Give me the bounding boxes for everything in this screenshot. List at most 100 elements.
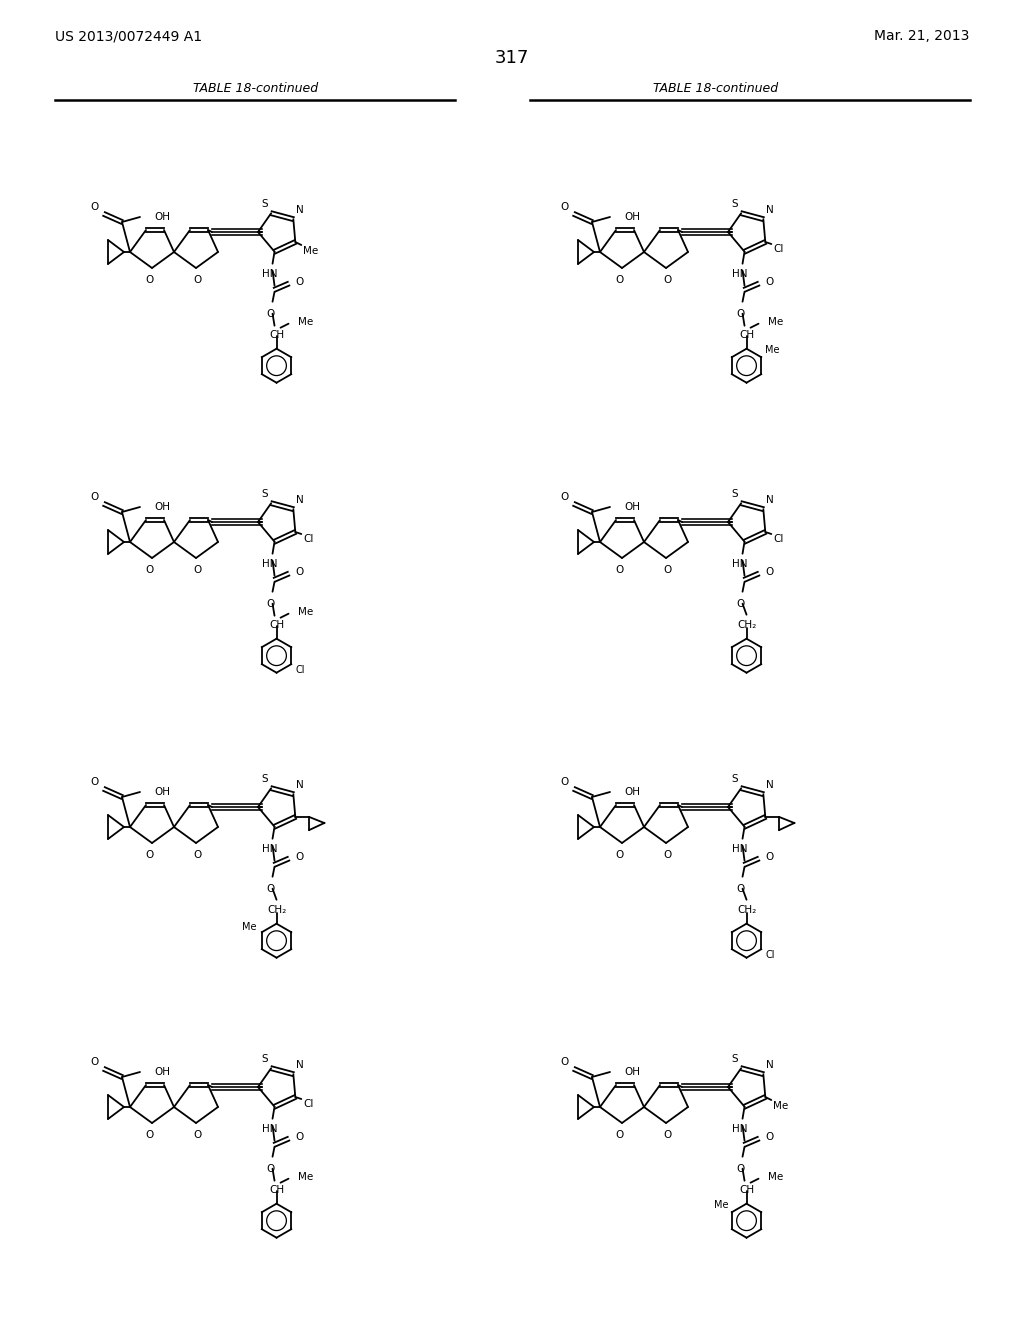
Text: Cl: Cl — [296, 665, 305, 675]
Text: TABLE 18-continued: TABLE 18-continued — [194, 82, 318, 95]
Text: O: O — [296, 851, 304, 862]
Text: O: O — [615, 1130, 624, 1140]
Text: O: O — [615, 275, 624, 285]
Text: O: O — [736, 599, 744, 609]
Text: Me: Me — [242, 921, 257, 932]
Text: Me: Me — [768, 1172, 782, 1181]
Text: OH: OH — [154, 787, 170, 797]
Text: O: O — [91, 492, 99, 502]
Text: O: O — [664, 275, 672, 285]
Text: O: O — [145, 850, 155, 861]
Text: O: O — [561, 1057, 569, 1067]
Text: US 2013/0072449 A1: US 2013/0072449 A1 — [55, 29, 202, 44]
Text: 317: 317 — [495, 49, 529, 67]
Text: O: O — [766, 566, 774, 577]
Text: O: O — [266, 309, 274, 318]
Text: O: O — [561, 777, 569, 787]
Text: OH: OH — [154, 502, 170, 512]
Text: S: S — [731, 199, 738, 209]
Text: O: O — [91, 1057, 99, 1067]
Text: Cl: Cl — [303, 1100, 313, 1109]
Text: O: O — [615, 850, 624, 861]
Text: Cl: Cl — [773, 535, 783, 544]
Text: O: O — [194, 565, 202, 576]
Text: Me: Me — [768, 317, 782, 326]
Text: CH₂: CH₂ — [267, 904, 286, 915]
Text: S: S — [261, 199, 268, 209]
Text: CH: CH — [739, 330, 754, 339]
Text: OH: OH — [624, 213, 640, 222]
Text: Cl: Cl — [773, 244, 783, 253]
Text: O: O — [266, 599, 274, 609]
Text: N: N — [296, 495, 304, 506]
Text: OH: OH — [154, 213, 170, 222]
Text: O: O — [561, 492, 569, 502]
Text: O: O — [91, 777, 99, 787]
Text: Me: Me — [298, 607, 312, 616]
Text: N: N — [766, 205, 774, 215]
Text: CH: CH — [269, 330, 284, 339]
Text: O: O — [296, 1131, 304, 1142]
Text: O: O — [91, 202, 99, 213]
Text: N: N — [766, 780, 774, 791]
Text: N: N — [766, 1060, 774, 1071]
Text: Cl: Cl — [766, 949, 775, 960]
Text: N: N — [296, 1060, 304, 1071]
Text: S: S — [731, 1055, 738, 1064]
Text: CH: CH — [269, 619, 284, 630]
Text: O: O — [194, 275, 202, 285]
Text: HN: HN — [262, 558, 278, 569]
Text: Me: Me — [298, 317, 312, 326]
Text: O: O — [145, 275, 155, 285]
Text: O: O — [266, 883, 274, 894]
Text: OH: OH — [624, 1067, 640, 1077]
Text: HN: HN — [732, 843, 748, 854]
Text: Cl: Cl — [303, 535, 313, 544]
Text: Me: Me — [714, 1200, 728, 1209]
Text: Me: Me — [765, 345, 779, 355]
Text: Mar. 21, 2013: Mar. 21, 2013 — [873, 29, 969, 44]
Text: OH: OH — [624, 502, 640, 512]
Text: CH₂: CH₂ — [737, 619, 756, 630]
Text: HN: HN — [732, 269, 748, 279]
Text: O: O — [194, 850, 202, 861]
Text: O: O — [145, 565, 155, 576]
Text: HN: HN — [732, 558, 748, 569]
Text: O: O — [736, 1164, 744, 1173]
Text: O: O — [194, 1130, 202, 1140]
Text: HN: HN — [262, 843, 278, 854]
Text: TABLE 18-continued: TABLE 18-continued — [653, 82, 778, 95]
Text: O: O — [145, 1130, 155, 1140]
Text: N: N — [766, 495, 774, 506]
Text: S: S — [261, 1055, 268, 1064]
Text: HN: HN — [262, 269, 278, 279]
Text: S: S — [261, 490, 268, 499]
Text: O: O — [561, 202, 569, 213]
Text: CH: CH — [269, 1184, 284, 1195]
Text: Me: Me — [303, 246, 318, 256]
Text: OH: OH — [154, 1067, 170, 1077]
Text: O: O — [736, 309, 744, 318]
Text: S: S — [261, 775, 268, 784]
Text: O: O — [766, 1131, 774, 1142]
Text: O: O — [736, 883, 744, 894]
Text: O: O — [664, 565, 672, 576]
Text: O: O — [615, 565, 624, 576]
Text: O: O — [266, 1164, 274, 1173]
Text: Me: Me — [298, 1172, 312, 1181]
Text: O: O — [664, 1130, 672, 1140]
Text: Me: Me — [773, 1101, 788, 1111]
Text: S: S — [731, 490, 738, 499]
Text: HN: HN — [262, 1123, 278, 1134]
Text: O: O — [296, 277, 304, 286]
Text: N: N — [296, 205, 304, 215]
Text: O: O — [766, 851, 774, 862]
Text: OH: OH — [624, 787, 640, 797]
Text: S: S — [731, 775, 738, 784]
Text: O: O — [766, 277, 774, 286]
Text: CH₂: CH₂ — [737, 904, 756, 915]
Text: HN: HN — [732, 1123, 748, 1134]
Text: CH: CH — [739, 1184, 754, 1195]
Text: O: O — [664, 850, 672, 861]
Text: N: N — [296, 780, 304, 791]
